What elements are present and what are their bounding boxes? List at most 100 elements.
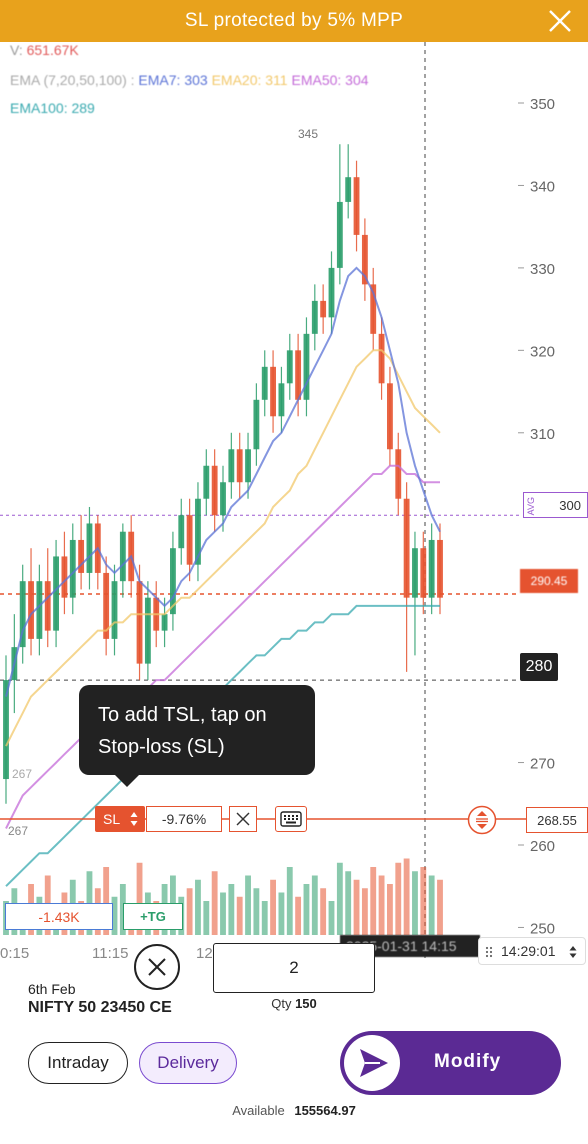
volume-value: 651.67K: [26, 42, 79, 58]
candle-body: [144, 597, 151, 664]
candle-body: [295, 350, 302, 400]
candle-body: [119, 531, 126, 582]
candle-body: [403, 498, 410, 598]
available-value: 155564.97: [294, 1103, 356, 1118]
time-axis-label: 0:15: [0, 945, 29, 962]
price-tick-label: 310: [530, 426, 555, 443]
volume-bar: [328, 901, 335, 935]
candle-body: [44, 581, 51, 631]
candle-body: [278, 383, 285, 417]
volume-bar: [186, 888, 193, 935]
candle-body: [36, 581, 43, 639]
available-label: Available: [232, 1103, 285, 1118]
price-tick-label: 350: [530, 96, 555, 113]
volume-bar: [420, 867, 427, 935]
sl-price-tag[interactable]: 268.55: [526, 807, 588, 833]
close-icon: [236, 812, 250, 826]
qty-value: 150: [295, 996, 317, 1011]
volume-bar: [361, 888, 368, 935]
volume-bar: [345, 871, 352, 935]
candle-body: [428, 539, 435, 598]
tooltip-text: To add TSL, tap on Stop-loss (SL): [98, 704, 267, 758]
candle-body: [320, 300, 327, 318]
candle-body: [195, 498, 201, 565]
sort-arrows-icon: [569, 946, 577, 958]
volume-label: V:: [10, 42, 23, 58]
candle-body: [261, 366, 268, 400]
candle-body: [228, 449, 235, 483]
time-selector[interactable]: 14:29:01: [478, 937, 586, 965]
candle-body: [345, 177, 352, 202]
cancel-order-button[interactable]: [134, 944, 180, 990]
candle-body: [245, 449, 251, 483]
candle-body: [311, 300, 318, 334]
candle-body: [61, 556, 68, 598]
candle-body: [136, 581, 143, 664]
ema50-line: [5, 464, 440, 829]
candle-body: [286, 350, 293, 384]
volume-bar: [437, 879, 443, 935]
candle-body: [203, 465, 210, 499]
sl-percent-field[interactable]: -9.76%: [146, 806, 222, 832]
candle-body: [220, 482, 226, 516]
volume-bar: [403, 858, 410, 935]
volume-bar: [370, 867, 377, 935]
volume-bar: [111, 896, 118, 935]
volume-bar: [320, 888, 327, 935]
price-tick-label: 320: [530, 343, 555, 360]
ema7-line: [5, 266, 441, 697]
volume-bar: [311, 875, 318, 935]
volume-bar: [228, 884, 235, 935]
candle-body: [3, 680, 9, 780]
banner-text: SL protected by 5% MPP: [184, 10, 404, 31]
send-icon: [344, 1035, 400, 1091]
volume-bar: [387, 884, 393, 935]
modify-button[interactable]: Modify: [340, 1031, 561, 1095]
candle-body: [353, 177, 360, 235]
time-axis-label: 11:15: [92, 945, 128, 962]
low-label-secondary: 267: [8, 824, 28, 838]
remove-sl-button[interactable]: [229, 806, 257, 832]
sl-label: SL: [103, 811, 121, 827]
candle-body: [236, 449, 243, 483]
ema100-value: EMA100: 289: [10, 100, 95, 116]
candle-body: [69, 539, 76, 598]
sl-drag-handle-icon[interactable]: [467, 805, 497, 835]
quantity-summary: Qty 150: [213, 996, 375, 1011]
close-icon: [148, 958, 166, 976]
candle-body: [270, 366, 276, 417]
volume-bar: [278, 892, 285, 935]
quantity-input[interactable]: 2: [213, 943, 375, 993]
ema20-line: [5, 349, 441, 747]
candle-body: [370, 284, 377, 334]
grip-icon: [485, 946, 493, 958]
candle-body: [111, 581, 118, 639]
delivery-button[interactable]: Delivery: [139, 1042, 237, 1084]
close-icon[interactable]: [546, 7, 574, 35]
volume-bar: [270, 879, 276, 935]
price-tick-label: 270: [530, 756, 555, 773]
ema7-value: EMA7: 303: [138, 72, 208, 88]
volume-bar: [103, 867, 110, 935]
intraday-button[interactable]: Intraday: [28, 1042, 128, 1084]
candle-body: [420, 548, 427, 598]
chart-canvas[interactable]: 350 340 330 320 310 270 260 250 345 267 267 0:15 11:…: [0, 42, 588, 970]
candle-body: [103, 572, 110, 639]
candle-body: [412, 548, 418, 598]
time-value: 14:29:01: [501, 943, 556, 959]
candle-body: [303, 333, 310, 400]
candle-body: [211, 465, 218, 516]
add-target-button[interactable]: +TG: [123, 903, 183, 930]
volume-bar: [295, 896, 302, 935]
volume-bar: [245, 875, 251, 935]
candle-body: [78, 539, 85, 573]
ema-params: EMA (7,20,50,100) :: [10, 72, 135, 88]
volume-bar: [203, 901, 210, 935]
candle-body: [186, 515, 193, 565]
sl-toggle-button[interactable]: SL: [95, 806, 145, 832]
volume-bar: [428, 875, 435, 935]
low-label: 267: [12, 767, 32, 781]
volume-bar: [195, 879, 201, 935]
keyboard-button[interactable]: [275, 806, 307, 832]
price-chart[interactable]: 350 340 330 320 310 270 260 250 345 267 267 0:15 11:…: [0, 42, 588, 970]
